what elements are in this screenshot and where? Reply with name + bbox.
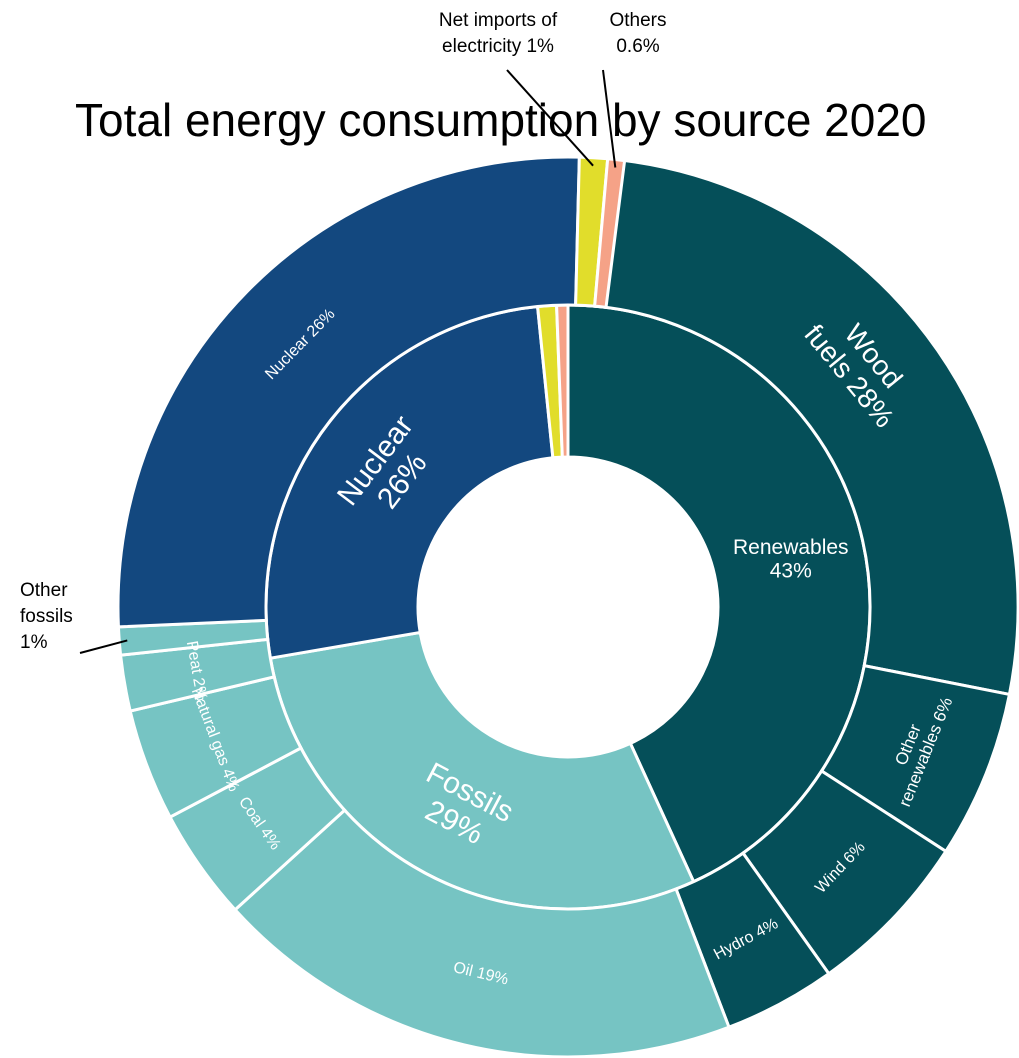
outer-wedge-nuclear [116,155,581,629]
outer-wedge-wood-fuels [566,155,1019,697]
callout-label-other-fossils: Other fossils 1% [20,580,73,653]
outer-wedge-oil [232,808,731,1058]
callouts: Other fossils 1% Net imports of electricity … [20,10,667,654]
callout-label-others: Others 0.6% [609,10,666,57]
callout-label-net-imports-of-electricity: Net imports of electricity 1% [439,10,558,57]
leader-line-others [602,69,617,168]
outer-ring [116,155,1019,1058]
chart-title: Total energy consumption by source 2020 [75,94,927,146]
inner-label-renewables: Renewables 43% [733,536,849,583]
leader-line-net-imports-of-electricity [506,69,594,167]
leader-line-other-fossils [79,639,128,654]
inner-ring [264,303,872,911]
